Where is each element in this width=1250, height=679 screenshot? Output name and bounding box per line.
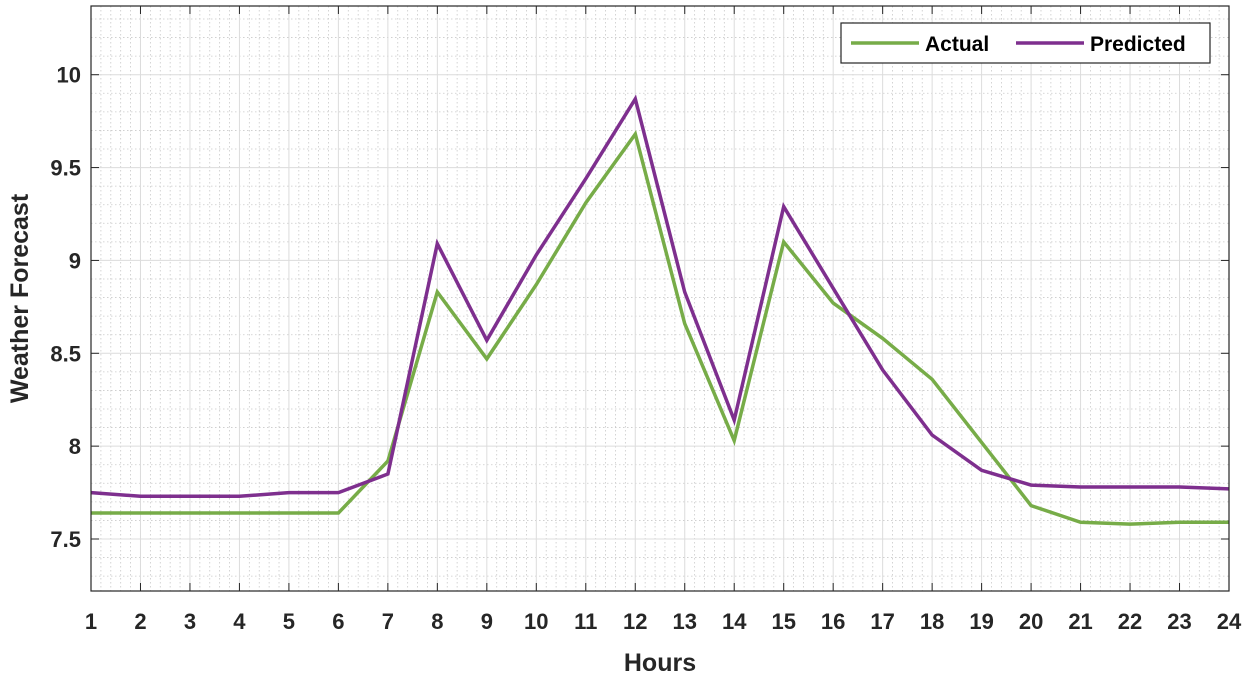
x-axis-ticks: 1 2 3 4 5 6 7 8 9 10 11 12 13 14 15 16 17 18 19 20 21 22 23 24 [85, 6, 1242, 634]
y-tick-label: 8.5 [50, 341, 81, 366]
x-tick-label: 17 [870, 609, 894, 634]
x-tick-label: 10 [524, 609, 548, 634]
x-tick-label: 14 [722, 609, 747, 634]
x-tick-label: 1 [85, 609, 97, 634]
x-tick-label: 18 [920, 609, 944, 634]
x-tick-label: 8 [431, 609, 443, 634]
x-tick-label: 24 [1217, 609, 1242, 634]
x-tick-label: 19 [969, 609, 993, 634]
x-tick-label: 12 [623, 609, 647, 634]
legend-label-predicted: Predicted [1090, 33, 1186, 56]
plot-background [91, 6, 1229, 591]
y-tick-label: 9.5 [50, 156, 81, 181]
x-tick-label: 3 [184, 609, 196, 634]
major-grid [90, 6, 1230, 591]
series-line-predicted [90, 94, 1230, 499]
x-tick-label: 15 [771, 609, 795, 634]
y-tick-label: 8 [69, 434, 81, 459]
x-tick-label: 9 [481, 609, 493, 634]
x-tick-label: 20 [1019, 609, 1043, 634]
x-tick-label: 4 [233, 609, 246, 634]
y-axis-ticks: 7.5 8 8.5 9 9.5 10 [50, 63, 1229, 552]
x-tick-label: 6 [332, 609, 344, 634]
y-tick-label: 10 [57, 63, 81, 88]
series-layer [90, 94, 1230, 526]
x-tick-label: 5 [283, 609, 295, 634]
x-tick-label: 2 [134, 609, 146, 634]
y-tick-label: 9 [69, 248, 81, 273]
plot-area [90, 5, 1230, 592]
x-tick-label: 16 [821, 609, 845, 634]
legend-label-actual: Actual [925, 33, 989, 56]
series-line-actual [91, 130, 1229, 526]
x-tick-label: 13 [672, 609, 696, 634]
x-tick-label: 7 [382, 609, 394, 634]
x-tick-label: 22 [1118, 609, 1142, 634]
x-tick-label: 11 [574, 609, 597, 634]
y-tick-label: 7.5 [50, 527, 81, 552]
y-axis-label: Weather Forecast [6, 193, 34, 403]
plot-border [90, 5, 1230, 592]
x-tick-label: 21 [1068, 609, 1092, 634]
x-tick-label: 23 [1167, 609, 1191, 634]
legend: Actual Predicted [840, 22, 1211, 64]
x-axis-label: Hours [624, 649, 696, 677]
